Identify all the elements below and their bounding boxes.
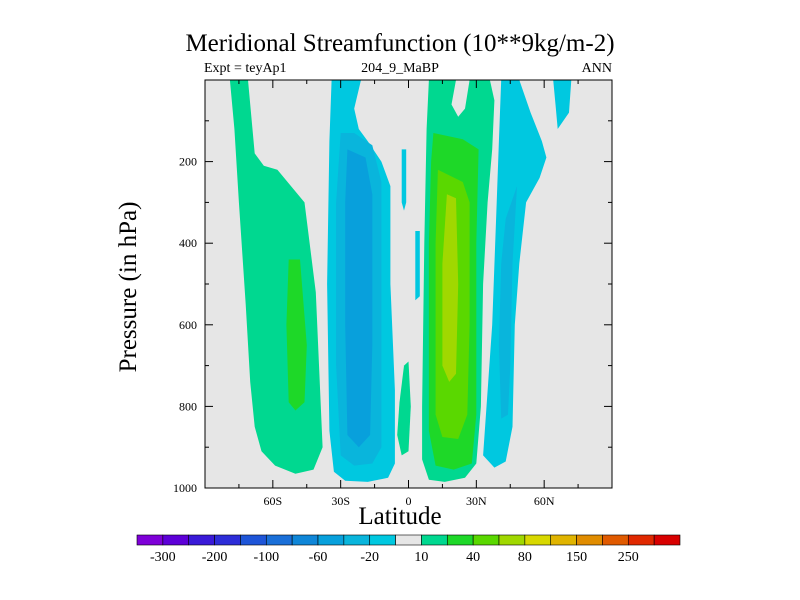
colorbar-swatch <box>395 534 422 546</box>
colorbar-label: 250 <box>618 550 639 565</box>
season-label: ANN <box>581 61 612 76</box>
y-tick-label: 1000 <box>173 481 197 495</box>
contour-sh-hadley-core <box>345 149 373 448</box>
x-axis-label: Latitude <box>358 503 442 530</box>
colorbar-swatch <box>265 534 293 546</box>
colorbar-swatch <box>162 534 190 546</box>
x-tick-label: 30N <box>466 494 487 508</box>
colorbar-swatch <box>550 534 577 546</box>
colorbar-swatch <box>627 534 655 546</box>
experiment-label: Expt = teyAp1 <box>204 61 287 76</box>
x-tick-label: 0 <box>406 494 412 508</box>
y-tick-label: 800 <box>179 399 197 413</box>
colorbar-label: 40 <box>466 550 480 565</box>
colorbar-label: -200 <box>202 550 228 565</box>
contour-nh-outer-strip <box>553 80 572 129</box>
x-tick-label: 60N <box>534 494 555 508</box>
colorbar-swatch <box>369 534 396 546</box>
colorbar-swatch <box>524 534 552 546</box>
colorbar-label: -300 <box>150 550 176 565</box>
colorbar-swatch <box>421 534 448 546</box>
contour-nh-hadley-peak <box>442 194 459 382</box>
contour-regions <box>229 80 572 482</box>
colorbar-swatch <box>343 534 371 546</box>
colorbar-swatch <box>240 534 267 546</box>
contour-nh-polar-cell <box>397 361 411 456</box>
colorbar-swatch <box>136 534 164 546</box>
colorbar-swatch <box>291 534 319 546</box>
chart-title: Meridional Streamfunction (10**9kg/m-2) <box>185 30 615 57</box>
colorbar-label: -100 <box>253 550 279 565</box>
x-tick-label: 30S <box>331 494 350 508</box>
period-label: 204_9_MaBP <box>361 61 439 76</box>
colorbar-label: -60 <box>309 550 328 565</box>
colorbar-label: -20 <box>360 550 379 565</box>
colorbar-swatch <box>317 534 345 546</box>
y-tick-label: 600 <box>179 318 197 332</box>
colorbar-swatch <box>602 534 629 546</box>
colorbar-swatch <box>653 534 681 546</box>
contour-equatorial-strip-a <box>401 149 407 211</box>
y-tick-label: 200 <box>179 155 197 169</box>
x-tick-label: 60S <box>263 494 282 508</box>
contour-sh-outer-core <box>286 259 307 411</box>
y-axis: 200 400 600 800 1000 <box>173 120 612 495</box>
colorbar-swatch <box>472 534 500 546</box>
colorbar-label: 80 <box>518 550 532 565</box>
x-axis: 60S 30S 0 30N 60N <box>238 80 579 508</box>
contour-nh-outer-core <box>498 186 517 419</box>
colorbar-swatch <box>446 534 474 546</box>
colorbar-swatch <box>214 534 241 546</box>
y-tick-label: 400 <box>179 236 197 250</box>
colorbar-swatch <box>498 534 526 546</box>
colorbar-label: 10 <box>414 550 428 565</box>
colorbar-label: 150 <box>566 550 587 565</box>
contour-equatorial-strip-b <box>415 231 420 301</box>
colorbar-swatch <box>188 534 215 546</box>
contour-nh-outer-cell <box>483 80 547 468</box>
colorbar-swatch <box>576 534 603 546</box>
colorbar: -300 -200 -100 -60 -20 10 40 80 150 250 <box>136 534 681 565</box>
